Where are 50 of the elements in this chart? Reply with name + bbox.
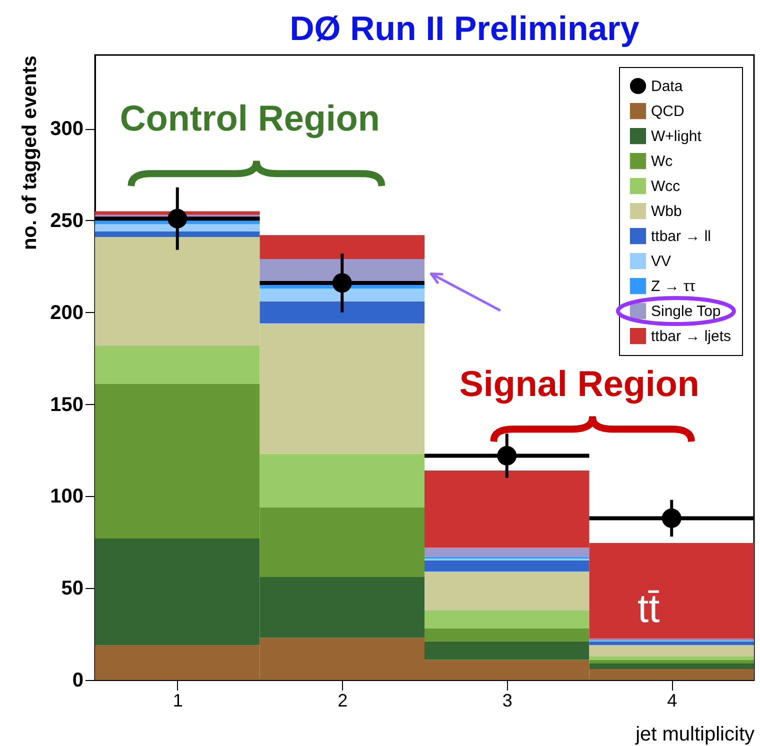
bar (589, 641, 754, 646)
legend-label: VV (651, 253, 672, 270)
bar (424, 628, 590, 642)
x-tick-label: 4 (667, 690, 678, 710)
point (332, 273, 352, 293)
bar (260, 235, 424, 260)
y-tick-label: 0 (72, 670, 84, 692)
bar (589, 663, 754, 669)
annotation: Signal Region (459, 363, 700, 404)
legend-label: QCD (651, 103, 684, 120)
x-tick-label: 1 (172, 690, 183, 710)
y-tick-label: 50 (61, 578, 84, 600)
annotation: Control Region (120, 97, 380, 138)
y-tick-label: 200 (50, 302, 84, 324)
bar (260, 301, 424, 324)
chart-title: DØ Run II Preliminary (290, 10, 640, 48)
x-tick-label: 3 (502, 690, 512, 710)
bar (589, 645, 754, 656)
bar (95, 345, 260, 384)
legend-label: ttbar → ll (651, 228, 712, 245)
y-tick-label: 150 (50, 394, 84, 416)
bar (95, 224, 260, 232)
bar (260, 454, 424, 508)
legend-label: W+light (651, 128, 702, 145)
point (662, 508, 682, 528)
legend-label: ttbar → ljets (651, 328, 732, 345)
legend-label: Wbb (651, 203, 682, 220)
bar (589, 656, 754, 660)
y-axis-title: no. of tagged events (19, 56, 42, 250)
point (497, 446, 517, 466)
y-tick-label: 250 (50, 210, 84, 232)
bar (424, 641, 590, 660)
bar (424, 548, 590, 557)
y-tick-label: 100 (50, 486, 84, 508)
y-tick-label: 300 (50, 118, 84, 140)
bar (95, 231, 260, 237)
bar (424, 572, 590, 610)
bar (589, 660, 754, 664)
x-tick-label: 2 (338, 690, 348, 710)
legend-label: Wcc (651, 178, 681, 195)
annotation: tt̄ (637, 587, 660, 631)
x-axis-title: jet multiplicity (634, 724, 754, 746)
bar (424, 610, 590, 629)
point (168, 208, 188, 228)
bar (424, 560, 590, 572)
bar (260, 288, 424, 302)
legend-label: Z → ττ (651, 278, 696, 295)
legend-label: Single Top (651, 303, 721, 320)
legend-label: Wc (651, 153, 674, 170)
legend-label: Data (651, 78, 684, 95)
